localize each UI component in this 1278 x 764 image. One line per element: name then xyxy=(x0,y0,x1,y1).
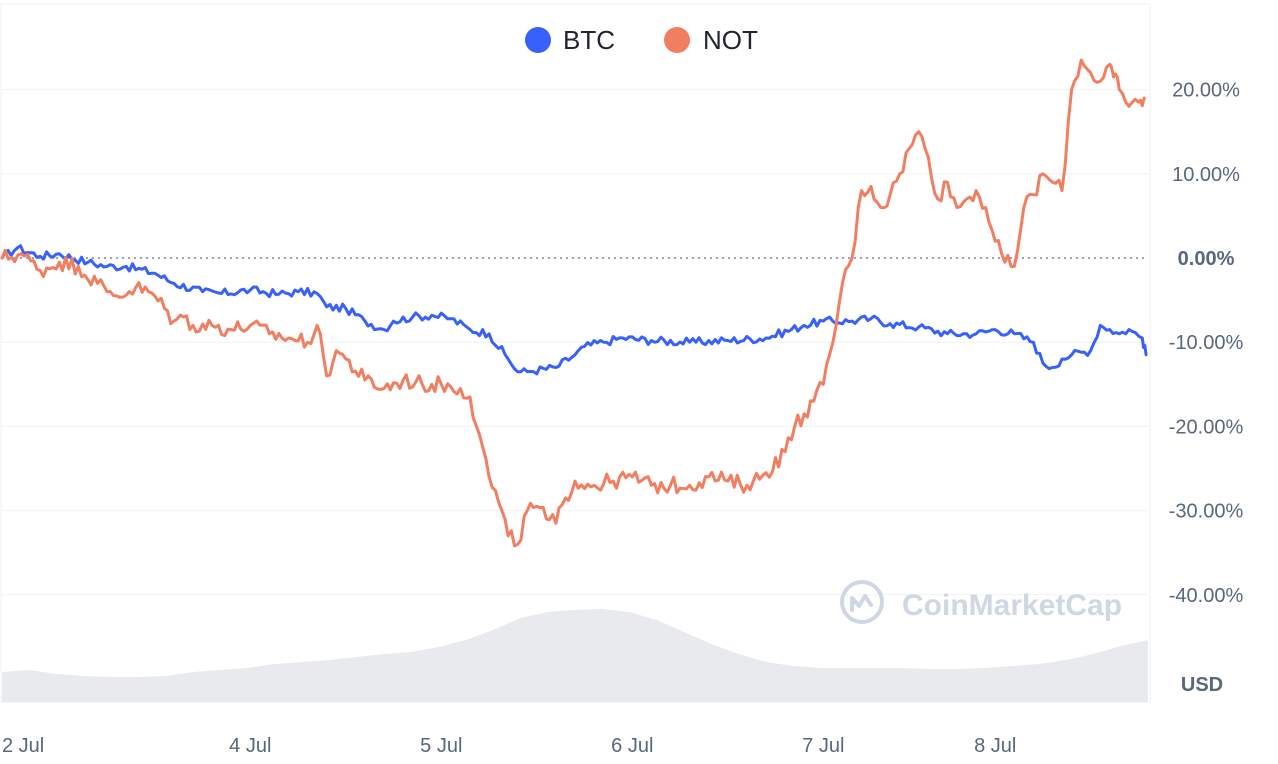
series-line-btc xyxy=(0,244,1148,376)
x-tick-label: 5 Jul xyxy=(420,735,462,757)
legend-label-btc: BTC xyxy=(563,25,615,55)
x-axis-ticks: 2 Jul 4 Jul 5 Jul 6 Jul 7 Jul 8 Jul xyxy=(2,735,1016,757)
legend-swatch-not xyxy=(664,27,690,53)
y-tick-label: 10.00% xyxy=(1172,164,1240,186)
legend-label-not: NOT xyxy=(703,25,758,55)
y-tick-label: -40.00% xyxy=(1169,585,1244,607)
unit-label: USD xyxy=(1181,674,1223,696)
legend-swatch-btc xyxy=(525,27,551,53)
legend-item-btc[interactable]: BTC xyxy=(525,25,615,55)
x-tick-label: 6 Jul xyxy=(611,735,653,757)
y-axis-ticks: 20.00% 10.00% 0.00% -10.00% -20.00% -30.00% -4… xyxy=(1169,80,1244,607)
legend: BTC NOT xyxy=(525,25,758,55)
y-tick-label: -20.00% xyxy=(1169,416,1244,438)
y-tick-label: -10.00% xyxy=(1169,332,1244,354)
series-line-not xyxy=(0,58,1146,548)
x-tick-label: 8 Jul xyxy=(974,735,1016,757)
y-tick-label: 0.00% xyxy=(1178,248,1235,270)
y-tick-label: -30.00% xyxy=(1169,501,1244,523)
x-tick-label: 7 Jul xyxy=(802,735,844,757)
legend-item-not[interactable]: NOT xyxy=(664,25,758,55)
grid-lines xyxy=(2,89,1148,596)
x-tick-label: 2 Jul xyxy=(2,735,44,757)
x-tick-label: 4 Jul xyxy=(229,735,271,757)
watermark: CoinMarketCap xyxy=(840,580,1122,624)
volume-fill xyxy=(2,609,1148,702)
y-tick-label: 20.00% xyxy=(1172,80,1240,102)
coinmarketcap-logo-icon xyxy=(840,580,884,624)
series-lines xyxy=(0,58,1148,548)
watermark-text: CoinMarketCap xyxy=(902,589,1122,622)
volume-area xyxy=(2,609,1148,702)
